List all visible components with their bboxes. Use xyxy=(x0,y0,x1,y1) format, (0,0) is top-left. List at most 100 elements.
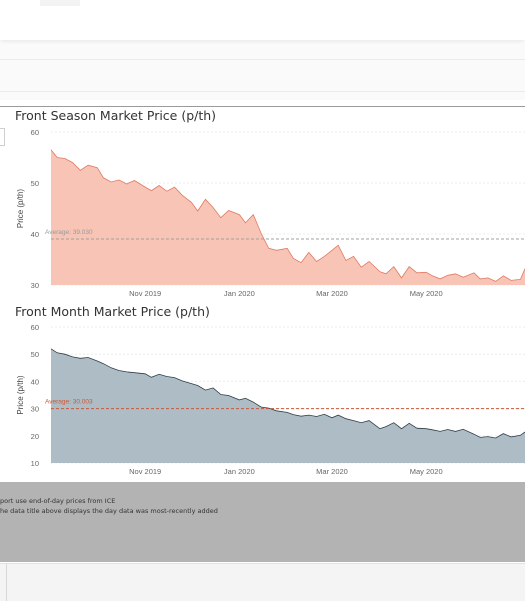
data-point xyxy=(473,272,474,273)
data-point xyxy=(520,435,521,436)
data-point xyxy=(253,402,254,403)
data-point xyxy=(220,217,221,218)
data-point xyxy=(205,199,206,200)
data-point xyxy=(369,261,370,262)
data-point xyxy=(174,187,175,188)
data-point xyxy=(393,266,394,267)
data-point xyxy=(455,273,456,274)
data-point xyxy=(245,398,246,399)
x-tick-label: Mar 2020 xyxy=(316,289,348,298)
data-point xyxy=(103,363,104,364)
top-navigation-bar xyxy=(0,0,525,40)
panel-divider xyxy=(0,106,525,107)
average-label: Average: 39.030 xyxy=(45,229,93,236)
data-point xyxy=(72,162,73,163)
x-tick-label: May 2020 xyxy=(410,289,443,298)
data-point xyxy=(205,390,206,391)
y-tick-label: 30 xyxy=(31,281,39,290)
data-point xyxy=(287,412,288,413)
divider xyxy=(6,564,7,601)
data-point xyxy=(191,383,192,384)
data-point xyxy=(166,376,167,377)
data-point xyxy=(495,437,496,438)
y-tick-label: 40 xyxy=(31,230,39,239)
series-area xyxy=(51,348,525,463)
data-point xyxy=(134,180,135,181)
data-point xyxy=(487,436,488,437)
data-point xyxy=(145,373,146,374)
data-point xyxy=(111,181,112,182)
y-tick-label: 10 xyxy=(31,459,39,468)
data-point xyxy=(151,190,152,191)
y-tick-label: 60 xyxy=(31,128,39,137)
data-point xyxy=(338,415,339,416)
data-point xyxy=(440,278,441,279)
data-point xyxy=(97,167,98,168)
data-point xyxy=(495,281,496,282)
data-point xyxy=(316,261,317,262)
data-point xyxy=(447,429,448,430)
data-point xyxy=(268,248,269,249)
data-point xyxy=(385,273,386,274)
data-point xyxy=(220,394,221,395)
average-label: Average: 30.003 xyxy=(45,399,93,406)
data-point xyxy=(369,420,370,421)
data-point xyxy=(72,356,73,357)
data-point xyxy=(239,399,240,400)
data-point xyxy=(228,210,229,211)
data-point xyxy=(293,258,294,259)
data-point xyxy=(463,277,464,278)
data-point xyxy=(409,266,410,267)
nav-placeholder xyxy=(40,0,80,6)
data-point xyxy=(353,256,354,257)
data-point xyxy=(324,256,325,257)
data-point xyxy=(385,426,386,427)
data-point xyxy=(118,179,119,180)
data-point xyxy=(213,387,214,388)
data-point xyxy=(197,385,198,386)
y-axis-label: Price (p/th) xyxy=(16,375,25,414)
data-point xyxy=(401,277,402,278)
data-point xyxy=(440,431,441,432)
data-point xyxy=(260,232,261,233)
data-point xyxy=(393,422,394,423)
data-point xyxy=(301,262,302,263)
data-point xyxy=(97,360,98,361)
data-point xyxy=(345,418,346,419)
data-point xyxy=(103,177,104,178)
data-point xyxy=(197,210,198,211)
data-point xyxy=(191,202,192,203)
data-point xyxy=(166,191,167,192)
data-point xyxy=(260,406,261,407)
data-point xyxy=(50,348,51,349)
footer-note-date: he data title above displays the day dat… xyxy=(0,507,218,515)
data-point xyxy=(401,428,402,429)
data-point xyxy=(331,417,332,418)
x-tick-label: Nov 2019 xyxy=(129,289,161,298)
side-tab[interactable] xyxy=(0,128,5,146)
data-point xyxy=(126,183,127,184)
data-point xyxy=(473,434,474,435)
data-point xyxy=(145,187,146,188)
data-point xyxy=(118,370,119,371)
data-point xyxy=(159,374,160,375)
x-tick-label: Jan 2020 xyxy=(224,289,255,298)
data-point xyxy=(276,250,277,251)
data-point xyxy=(80,170,81,171)
data-point xyxy=(520,279,521,280)
series-line xyxy=(50,149,525,282)
filter-bar xyxy=(0,44,525,100)
x-tick-label: Nov 2019 xyxy=(129,467,161,476)
data-point xyxy=(511,436,512,437)
y-tick-label: 60 xyxy=(31,323,39,332)
data-point xyxy=(316,416,317,417)
x-tick-label: Jan 2020 xyxy=(224,467,255,476)
data-point xyxy=(416,272,417,273)
data-point xyxy=(308,252,309,253)
y-tick-label: 20 xyxy=(31,432,39,441)
data-point xyxy=(361,267,362,268)
data-point xyxy=(379,428,380,429)
divider xyxy=(0,59,525,60)
data-point xyxy=(88,357,89,358)
y-tick-label: 50 xyxy=(31,350,39,359)
